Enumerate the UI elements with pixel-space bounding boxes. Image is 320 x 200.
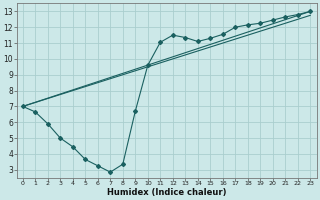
X-axis label: Humidex (Indice chaleur): Humidex (Indice chaleur) <box>107 188 226 197</box>
